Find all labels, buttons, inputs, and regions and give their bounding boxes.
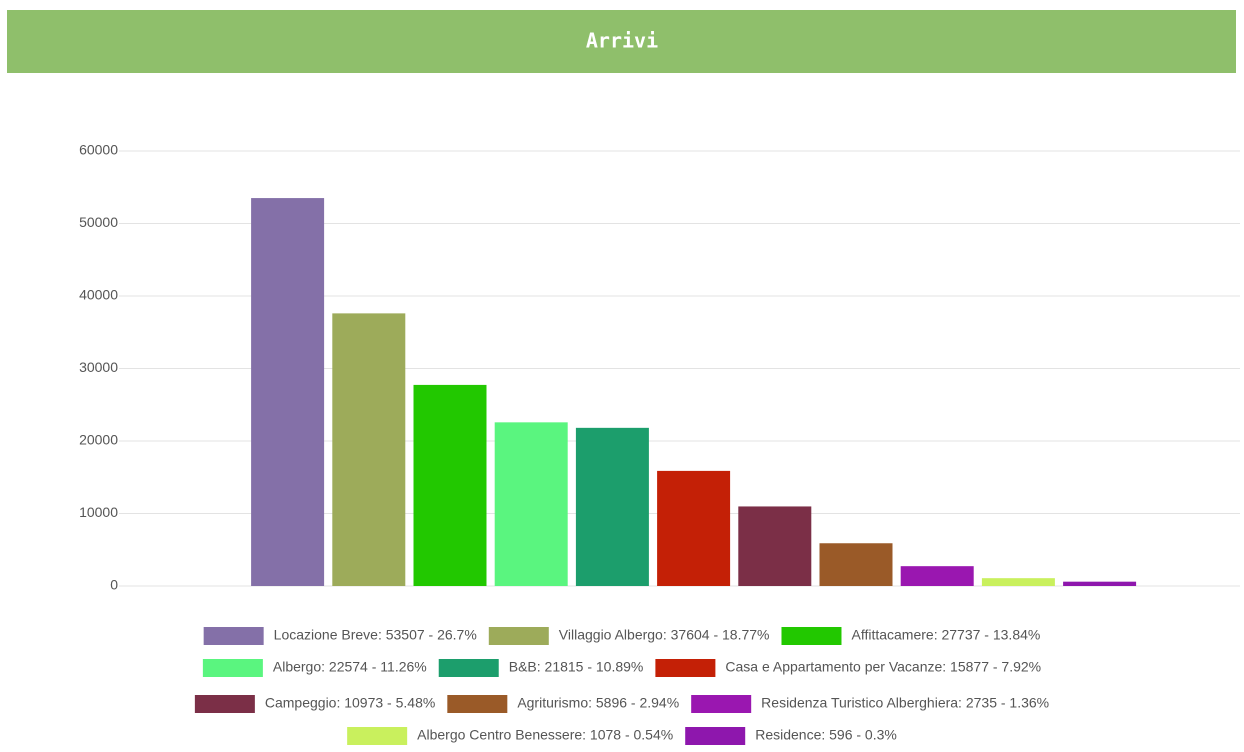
bar <box>413 384 487 586</box>
legend-swatch <box>781 627 842 645</box>
legend-label: Albergo: 22574 - 11.26% <box>273 659 427 675</box>
header-bar <box>7 10 1236 73</box>
legend-label: Residence: 596 - 0.3% <box>755 727 897 743</box>
legend-swatch <box>194 695 255 713</box>
y-tick-label: 0 <box>110 577 118 593</box>
y-tick-label: 50000 <box>79 214 118 230</box>
y-tick-label: 20000 <box>79 432 118 448</box>
bar <box>251 198 325 586</box>
legend-label: Residenza Turistico Alberghiera: 2735 - … <box>761 695 1049 711</box>
legend-swatch <box>202 659 263 677</box>
y-tick-label: 10000 <box>79 504 118 520</box>
legend-label: Albergo Centro Benessere: 1078 - 0.54% <box>417 727 673 743</box>
bar <box>981 578 1055 586</box>
bar <box>738 506 812 586</box>
legend-label: Affittacamere: 27737 - 13.84% <box>851 627 1040 643</box>
chart-title: Arrivi <box>586 29 658 53</box>
bar <box>900 566 974 586</box>
y-tick-label: 60000 <box>79 142 118 158</box>
bar <box>1063 581 1137 586</box>
bar <box>494 422 568 586</box>
legend-label: Villaggio Albergo: 37604 - 18.77% <box>559 627 770 643</box>
legend-swatch <box>203 627 264 645</box>
legend-label: Campeggio: 10973 - 5.48% <box>265 695 435 711</box>
legend-label: B&B: 21815 - 10.89% <box>509 659 644 675</box>
legend-label: Casa e Appartamento per Vacanze: 15877 -… <box>725 659 1041 675</box>
legend-swatch <box>347 727 408 745</box>
legend-label: Agriturismo: 5896 - 2.94% <box>517 695 679 711</box>
bar <box>332 313 406 586</box>
y-tick-label: 40000 <box>79 287 118 303</box>
bar <box>657 470 731 586</box>
legend-swatch <box>655 659 716 677</box>
legend-swatch <box>685 727 746 745</box>
legend-swatch <box>447 695 508 713</box>
bar <box>575 427 649 586</box>
legend-swatch <box>438 659 499 677</box>
legend-label: Locazione Breve: 53507 - 26.7% <box>274 627 477 643</box>
bar <box>819 543 893 586</box>
legend-swatch <box>691 695 752 713</box>
y-tick-label: 30000 <box>79 359 118 375</box>
legend-swatch <box>488 627 549 645</box>
